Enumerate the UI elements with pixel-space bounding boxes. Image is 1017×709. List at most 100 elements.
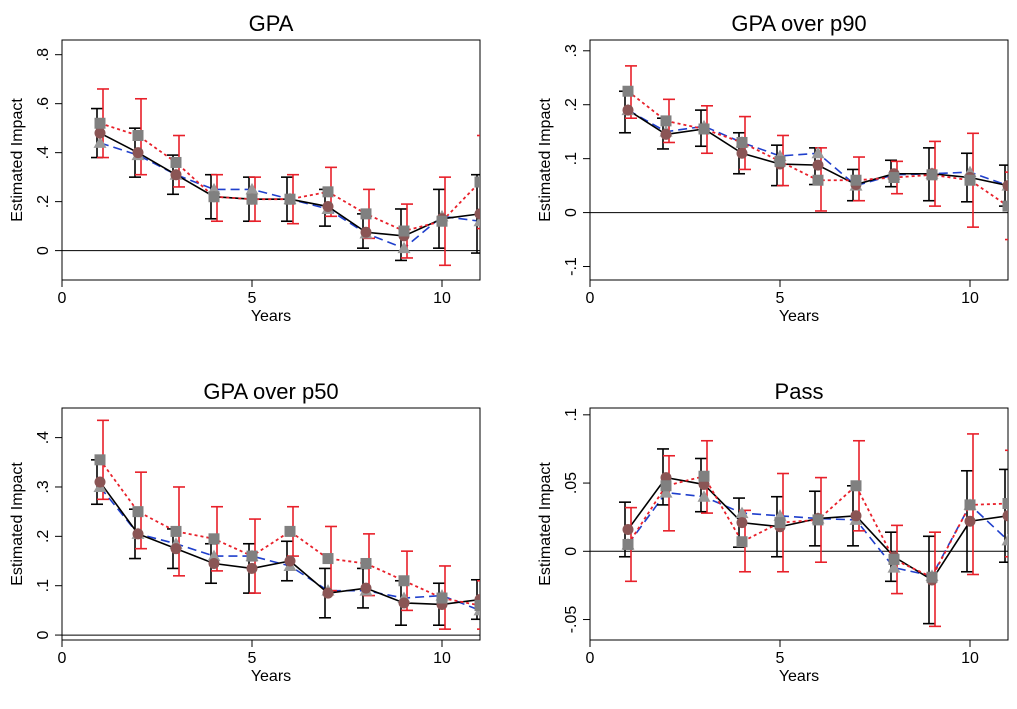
- y-axis-label: Estimated Impact: [537, 98, 554, 222]
- y-tick-label: 0: [35, 246, 52, 255]
- x-tick-label: 0: [58, 290, 67, 307]
- x-tick-label: 10: [433, 650, 451, 667]
- data-point: [735, 506, 749, 519]
- series-solid: [619, 448, 1008, 625]
- data-point: [736, 147, 748, 159]
- data-point: [850, 174, 862, 186]
- data-point: [436, 592, 448, 604]
- data-point: [964, 499, 976, 511]
- markers-square: [622, 470, 1008, 583]
- y-tick-label: .4: [35, 431, 52, 444]
- data-point: [1002, 498, 1008, 510]
- panel-4: Pass 0 5 10 Years -.05 0 .05 .1 Estimated Impact: [537, 379, 1009, 685]
- data-point: [360, 582, 372, 594]
- y-tick-label: .8: [35, 48, 52, 61]
- data-point: [94, 476, 106, 488]
- series-solid: [91, 459, 480, 626]
- data-point: [284, 193, 296, 205]
- markers-triangle: [93, 480, 480, 616]
- y-tick-label: .2: [35, 195, 52, 208]
- x-tick-label: 0: [586, 650, 595, 667]
- markers-circle: [622, 472, 1008, 586]
- data-point: [94, 127, 106, 139]
- data-point: [474, 599, 480, 611]
- plot-area: [619, 433, 1008, 628]
- data-point: [284, 525, 296, 537]
- data-point: [436, 215, 448, 227]
- data-point: [660, 480, 672, 492]
- data-point: [474, 208, 480, 220]
- panel-3: GPA over p50 0 5 10 Years 0 .1 .2 .3 .4 Estimated …: [9, 379, 481, 685]
- data-point: [888, 553, 900, 565]
- x-tick-label: 5: [776, 650, 785, 667]
- data-point: [474, 176, 480, 188]
- series-line: [627, 491, 1008, 577]
- y-tick-label: .05: [563, 472, 580, 494]
- chart-title: Pass: [775, 379, 824, 404]
- series-dotted: [625, 433, 1008, 628]
- y-axis-label: Estimated Impact: [9, 462, 26, 586]
- x-tick-label: 0: [58, 650, 67, 667]
- plot-frame: [61, 407, 481, 641]
- x-axis-label: Years: [779, 308, 819, 325]
- data-point: [622, 85, 634, 97]
- y-tick-label: 0: [35, 631, 52, 640]
- y-tick-label: .3: [563, 44, 580, 57]
- data-point: [736, 517, 748, 529]
- data-point: [94, 117, 106, 129]
- data-point: [132, 147, 144, 159]
- data-point: [1002, 180, 1008, 192]
- markers-square: [94, 454, 480, 611]
- data-point: [208, 557, 220, 569]
- data-point: [1001, 533, 1008, 546]
- y-tick-label: 0: [563, 208, 580, 217]
- series-dashed: [99, 486, 480, 612]
- data-point: [697, 490, 711, 502]
- y-tick-label: .6: [35, 97, 52, 110]
- plot-frame: [589, 39, 1009, 281]
- data-point: [888, 172, 900, 184]
- data-point: [926, 571, 938, 583]
- x-tick-label: 10: [961, 290, 979, 307]
- data-point: [660, 115, 672, 127]
- data-point: [736, 136, 748, 148]
- x-tick-label: 10: [433, 290, 451, 307]
- y-axis-label: Estimated Impact: [9, 98, 26, 222]
- x-axis-label: Years: [251, 668, 291, 685]
- plot-frame: [61, 39, 481, 281]
- data-point: [659, 486, 673, 498]
- y-tick-label: .4: [35, 146, 52, 159]
- data-point: [811, 146, 825, 159]
- data-point: [398, 597, 410, 609]
- data-point: [398, 225, 410, 237]
- data-point: [622, 104, 634, 116]
- data-point: [322, 186, 334, 198]
- y-tick-label: .3: [35, 480, 52, 493]
- data-point: [284, 555, 296, 567]
- data-point: [132, 506, 144, 518]
- series-dotted: [97, 88, 480, 267]
- plot-area: [91, 88, 480, 267]
- plot-area: [619, 65, 1008, 241]
- x-tick-label: 0: [586, 290, 595, 307]
- data-point: [698, 123, 710, 135]
- series-line: [99, 486, 480, 612]
- series-line: [99, 481, 480, 606]
- data-point: [660, 128, 672, 140]
- data-point: [245, 182, 259, 195]
- chart-title: GPA over p50: [203, 379, 338, 404]
- chart-title: GPA over p90: [731, 11, 866, 36]
- x-tick-label: 5: [248, 290, 257, 307]
- data-point: [926, 169, 938, 181]
- data-point: [698, 470, 710, 482]
- data-point: [1002, 510, 1008, 522]
- data-point: [964, 174, 976, 186]
- series-solid: [619, 90, 1008, 207]
- data-point: [132, 528, 144, 540]
- markers-square: [622, 85, 1008, 212]
- data-point: [887, 561, 901, 573]
- chart-title: GPA: [249, 11, 294, 36]
- data-point: [774, 155, 786, 167]
- series-line: [627, 476, 1008, 582]
- data-point: [322, 201, 334, 213]
